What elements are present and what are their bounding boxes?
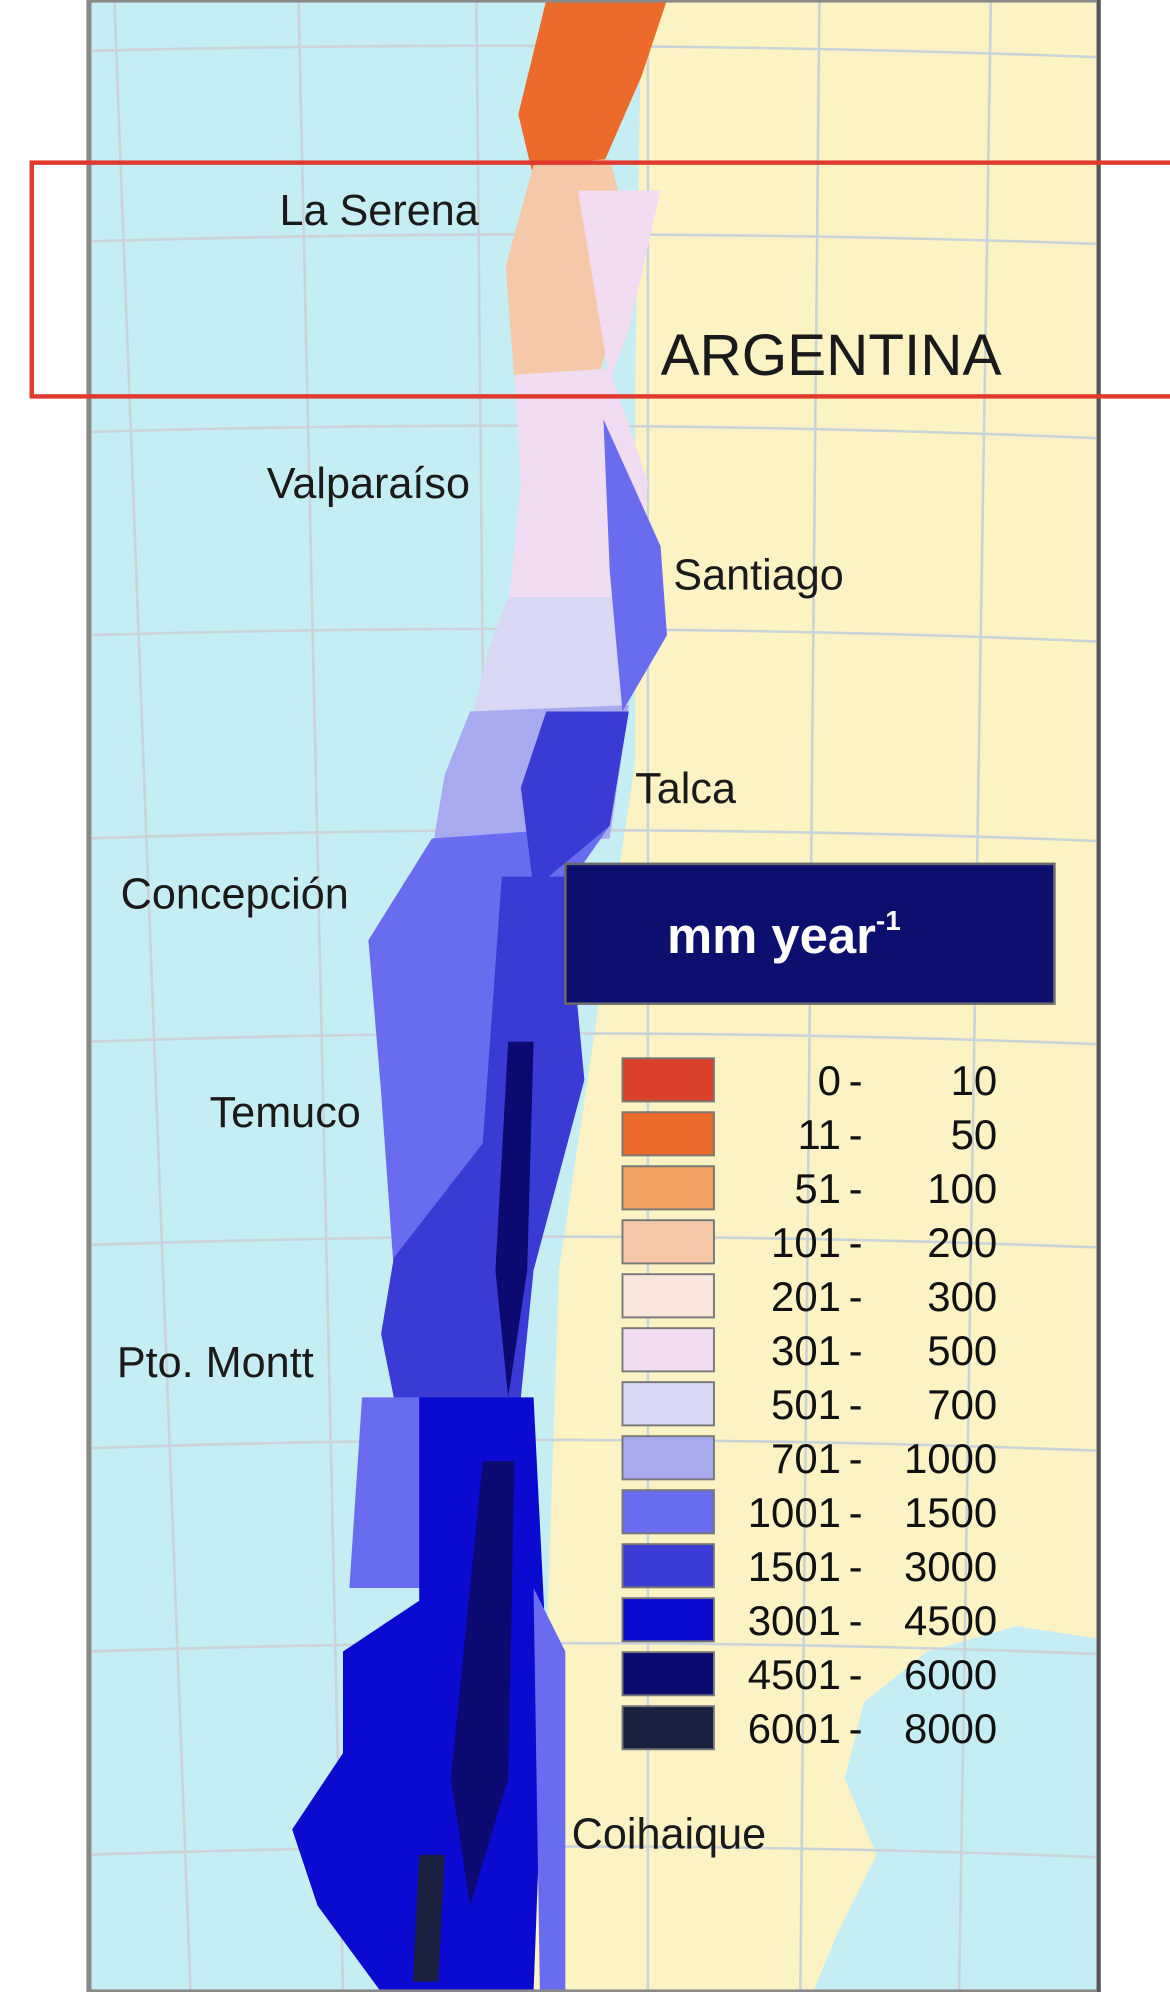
legend-low: 101 xyxy=(771,1219,841,1266)
legend-swatch xyxy=(621,1705,715,1751)
legend-unit-exponent: -1 xyxy=(876,905,901,936)
legend-high: 1000 xyxy=(904,1435,997,1482)
legend-low: 4501 xyxy=(748,1651,841,1698)
legend-high: 200 xyxy=(927,1219,997,1266)
legend-swatch xyxy=(621,1057,715,1103)
legend-high: 10 xyxy=(951,1057,998,1104)
legend-separator: - xyxy=(849,1651,863,1698)
city-label: Valparaíso xyxy=(267,460,470,508)
legend-high: 700 xyxy=(927,1381,997,1428)
legend-low: 1001 xyxy=(748,1489,841,1536)
city-label: Santiago xyxy=(673,551,844,599)
city-label: Pto. Montt xyxy=(117,1339,314,1387)
legend-low: 0 xyxy=(818,1057,841,1104)
legend-swatch xyxy=(621,1543,715,1589)
legend-high: 100 xyxy=(927,1165,997,1212)
legend-low: 3001 xyxy=(748,1597,841,1644)
city-label: La Serena xyxy=(279,187,479,235)
legend-swatch xyxy=(621,1111,715,1157)
legend-swatch xyxy=(621,1165,715,1211)
legend-low: 701 xyxy=(771,1435,841,1482)
legend-separator: - xyxy=(849,1543,863,1590)
legend-low: 301 xyxy=(771,1327,841,1374)
legend-high: 8000 xyxy=(904,1705,997,1752)
highlight-box xyxy=(29,160,1170,399)
legend-separator: - xyxy=(849,1705,863,1752)
legend-high: 1500 xyxy=(904,1489,997,1536)
legend-separator: - xyxy=(849,1057,863,1104)
city-labels: La Serena Valparaíso Santiago Talca Concepci… xyxy=(117,187,844,1859)
legend-swatch xyxy=(621,1273,715,1319)
country-label: ARGENTINA xyxy=(661,323,1002,388)
legend-high: 3000 xyxy=(904,1543,997,1590)
legend-low: 1501 xyxy=(748,1543,841,1590)
legend-high: 300 xyxy=(927,1273,997,1320)
legend-separator: - xyxy=(849,1597,863,1644)
legend: 0-1011-5051-100101-200201-300301-500501-… xyxy=(621,1057,998,1752)
legend-separator: - xyxy=(849,1273,863,1320)
city-label: Concepción xyxy=(121,870,349,918)
legend-high: 50 xyxy=(951,1111,998,1158)
city-label: Talca xyxy=(635,765,737,813)
legend-separator: - xyxy=(849,1381,863,1428)
legend-low: 51 xyxy=(794,1165,841,1212)
legend-high: 500 xyxy=(927,1327,997,1374)
legend-separator: - xyxy=(849,1327,863,1374)
city-label: Coihaique xyxy=(572,1810,766,1858)
legend-high: 4500 xyxy=(904,1597,997,1644)
legend-swatch xyxy=(621,1597,715,1643)
legend-separator: - xyxy=(849,1489,863,1536)
legend-separator: - xyxy=(849,1219,863,1266)
legend-unit: mm year-1 xyxy=(667,905,901,964)
right-margin xyxy=(1098,0,1170,1992)
legend-low: 11 xyxy=(797,1111,841,1158)
legend-low: 201 xyxy=(771,1273,841,1320)
legend-swatch xyxy=(621,1219,715,1265)
legend-low: 6001 xyxy=(748,1705,841,1752)
legend-swatch xyxy=(621,1651,715,1697)
legend-unit-text: mm year xyxy=(667,907,876,964)
legend-separator: - xyxy=(849,1435,863,1482)
legend-high: 6000 xyxy=(904,1651,997,1698)
legend-separator: - xyxy=(849,1111,863,1158)
legend-separator: - xyxy=(849,1165,863,1212)
legend-swatch xyxy=(621,1381,715,1427)
chile-precipitation xyxy=(292,0,667,1992)
legend-swatch xyxy=(621,1435,715,1481)
legend-swatch xyxy=(621,1489,715,1535)
legend-title-box xyxy=(564,862,1056,1005)
city-label: Temuco xyxy=(210,1089,361,1137)
legend-low: 501 xyxy=(771,1381,841,1428)
legend-swatch xyxy=(621,1327,715,1373)
